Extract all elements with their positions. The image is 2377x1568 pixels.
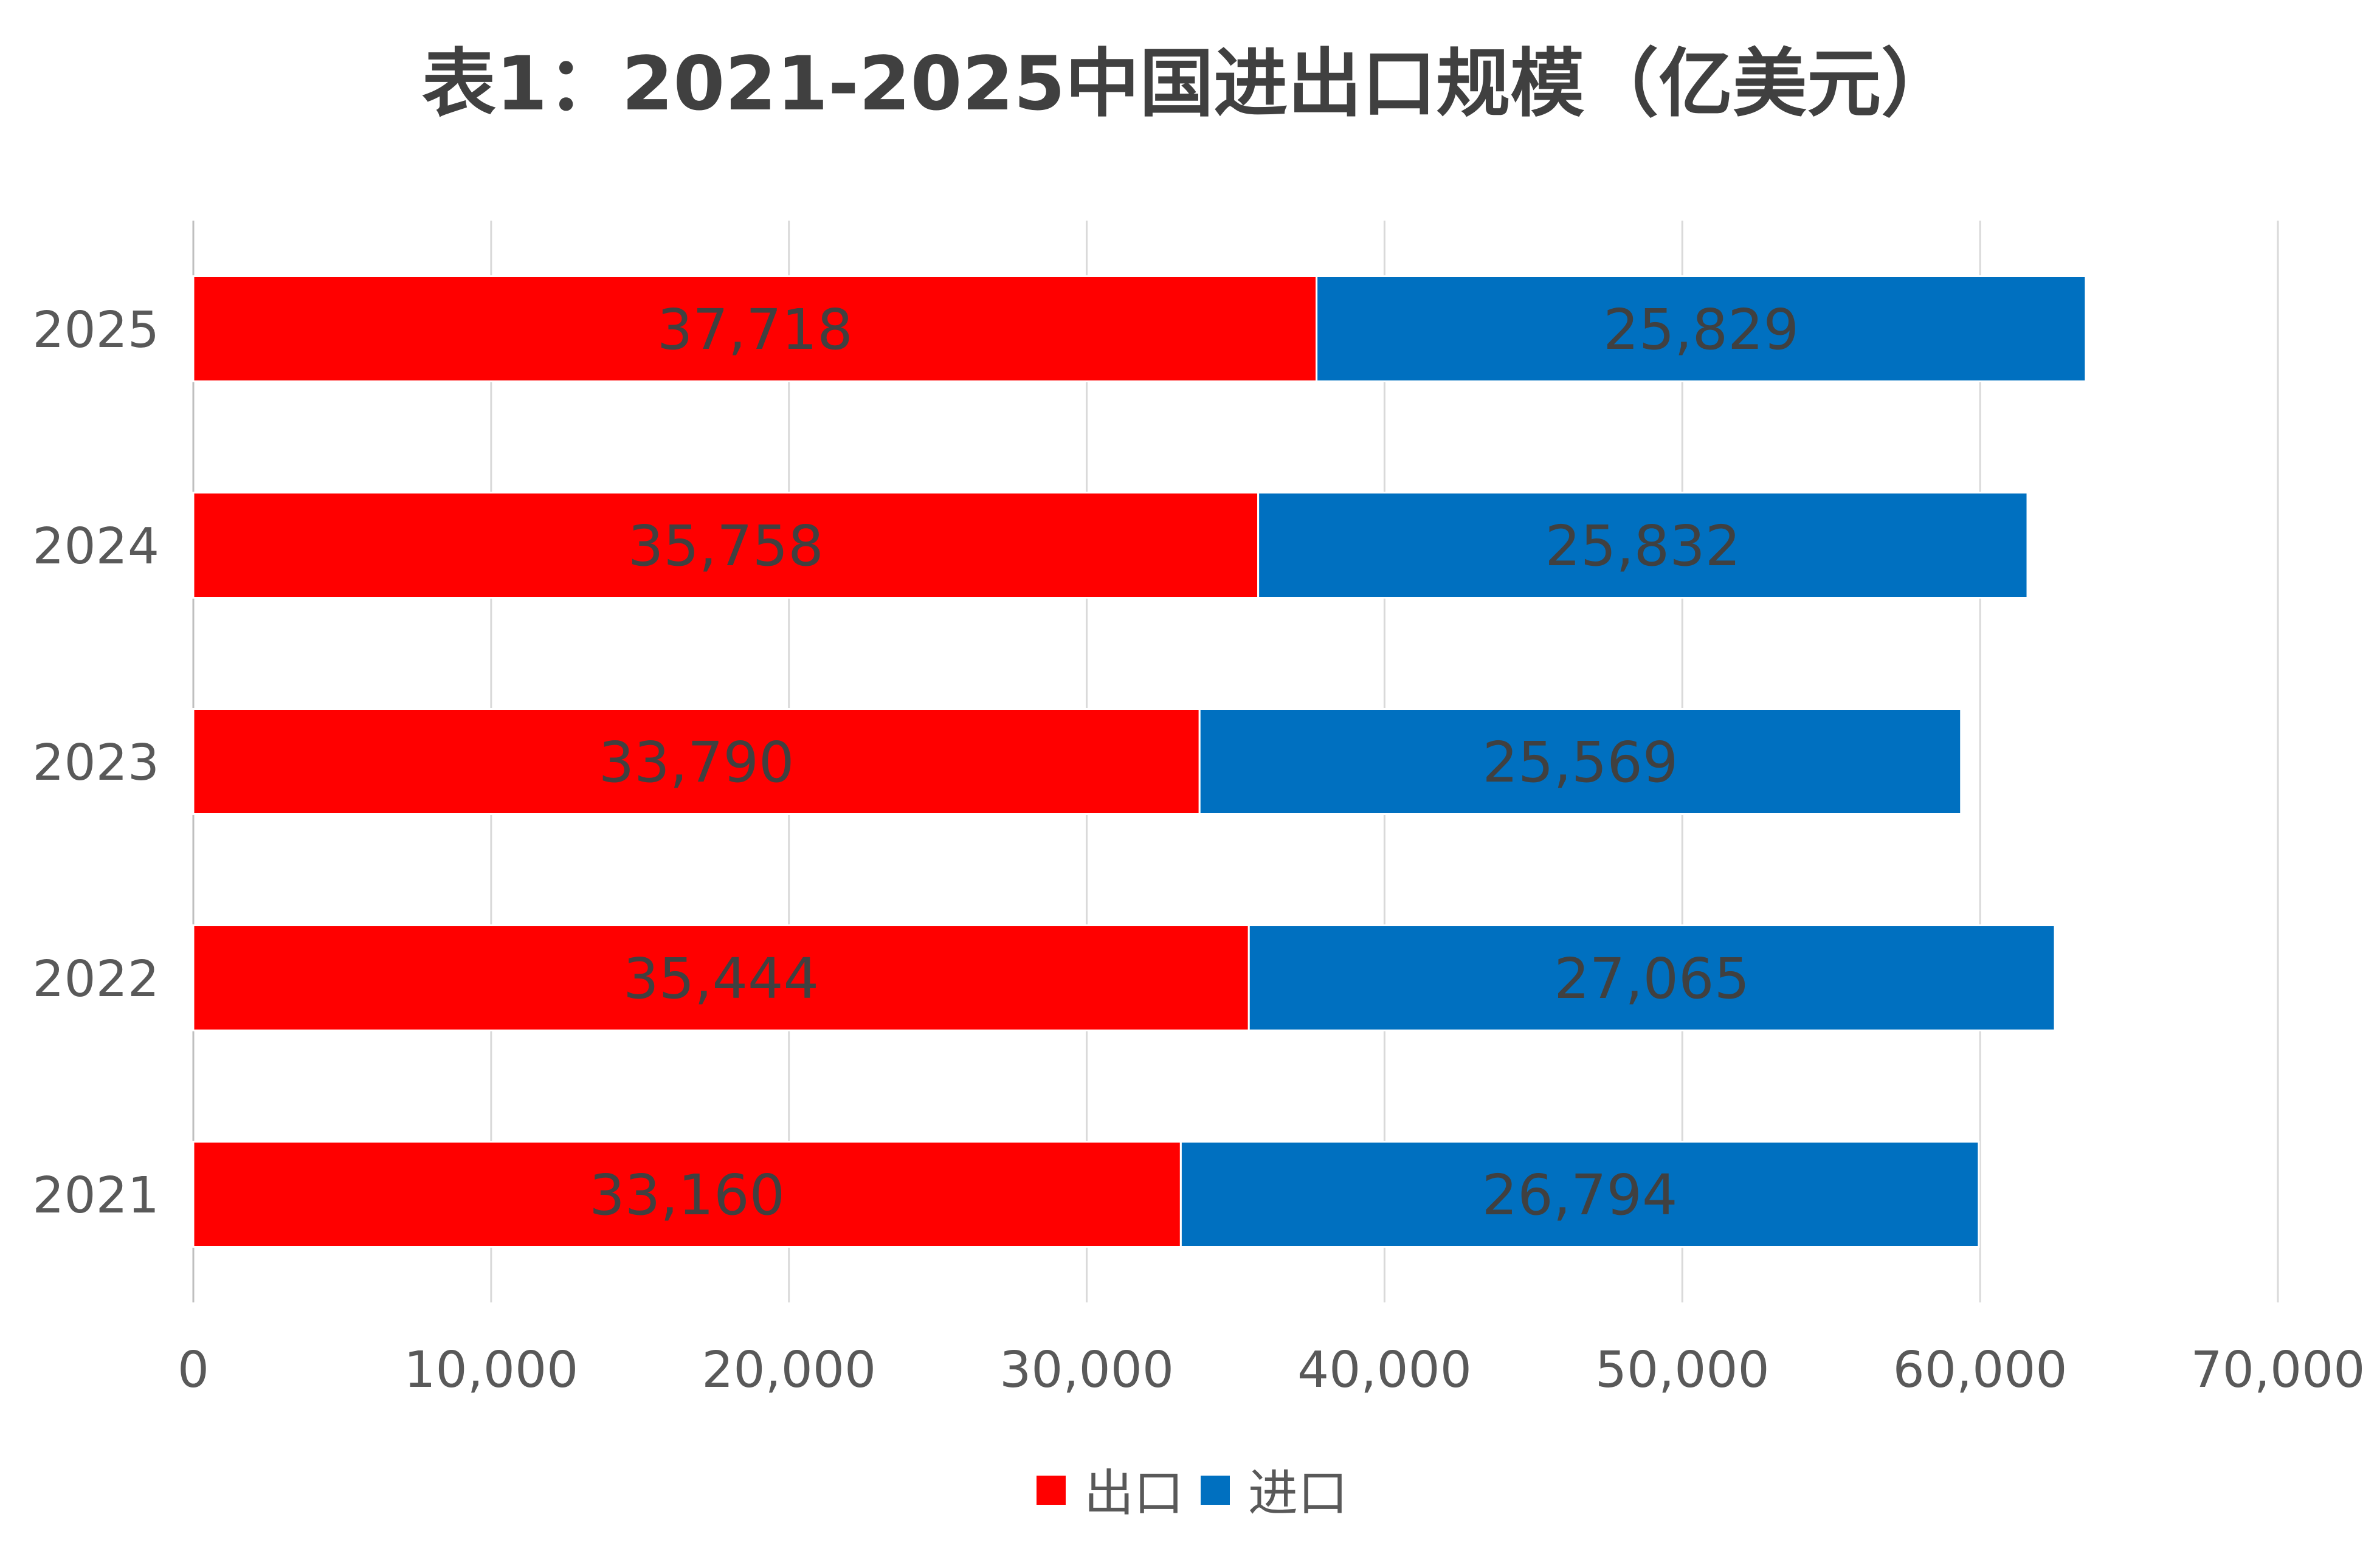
data-label: 33,160 — [589, 1163, 785, 1228]
bar-import — [1179, 1141, 1980, 1248]
x-tick-label: 70,000 — [2191, 1341, 2365, 1399]
y-tick-label: 2025 — [32, 301, 159, 359]
legend-label: 出口 — [1084, 1465, 1184, 1522]
chart-title: 表1：2021-2025中国进出口规模（亿美元） — [422, 41, 1956, 127]
data-label: 27,065 — [1554, 946, 1750, 1011]
bar-export — [192, 275, 1318, 382]
data-label: 25,832 — [1545, 514, 1740, 579]
bar-import — [1257, 492, 2029, 599]
bar-export — [192, 924, 1250, 1031]
y-tick-label: 2023 — [32, 734, 159, 792]
legend-swatch — [1037, 1476, 1066, 1505]
x-tick-label: 10,000 — [404, 1341, 578, 1399]
bar-export — [192, 492, 1260, 599]
x-tick-label: 60,000 — [1893, 1341, 2068, 1399]
bars: 37,718 25,829 35,758 25,832 33,790 25,569 35,4… — [192, 275, 2087, 1248]
x-axis-labels: 0 10,000 20,000 30,000 40,000 50,000 60,000 70,… — [178, 1341, 2365, 1399]
bar-import — [1198, 708, 1962, 815]
legend-label: 进口 — [1248, 1465, 1348, 1522]
x-tick-label: 30,000 — [999, 1341, 1174, 1399]
y-tick-label: 2024 — [32, 518, 159, 576]
bar-import — [1316, 275, 2087, 382]
data-label: 35,444 — [623, 946, 819, 1011]
data-label: 33,790 — [599, 730, 795, 795]
x-tick-label: 20,000 — [702, 1341, 876, 1399]
data-label: 25,569 — [1483, 730, 1678, 795]
data-label: 37,718 — [657, 297, 853, 362]
legend: 出口 进口 — [1037, 1465, 1348, 1522]
data-label: 25,829 — [1603, 297, 1799, 362]
x-tick-label: 0 — [178, 1341, 209, 1399]
x-tick-label: 40,000 — [1297, 1341, 1472, 1399]
y-tick-label: 2021 — [32, 1167, 159, 1225]
y-tick-label: 2022 — [32, 951, 159, 1008]
legend-swatch — [1201, 1476, 1230, 1505]
bar-export — [192, 1141, 1182, 1248]
y-axis-labels: 2025 2024 2023 2022 2021 — [32, 301, 159, 1225]
x-tick-label: 50,000 — [1595, 1341, 1770, 1399]
data-label: 35,758 — [628, 514, 824, 579]
bar-import — [1247, 924, 2056, 1031]
data-label: 26,794 — [1482, 1163, 1678, 1228]
